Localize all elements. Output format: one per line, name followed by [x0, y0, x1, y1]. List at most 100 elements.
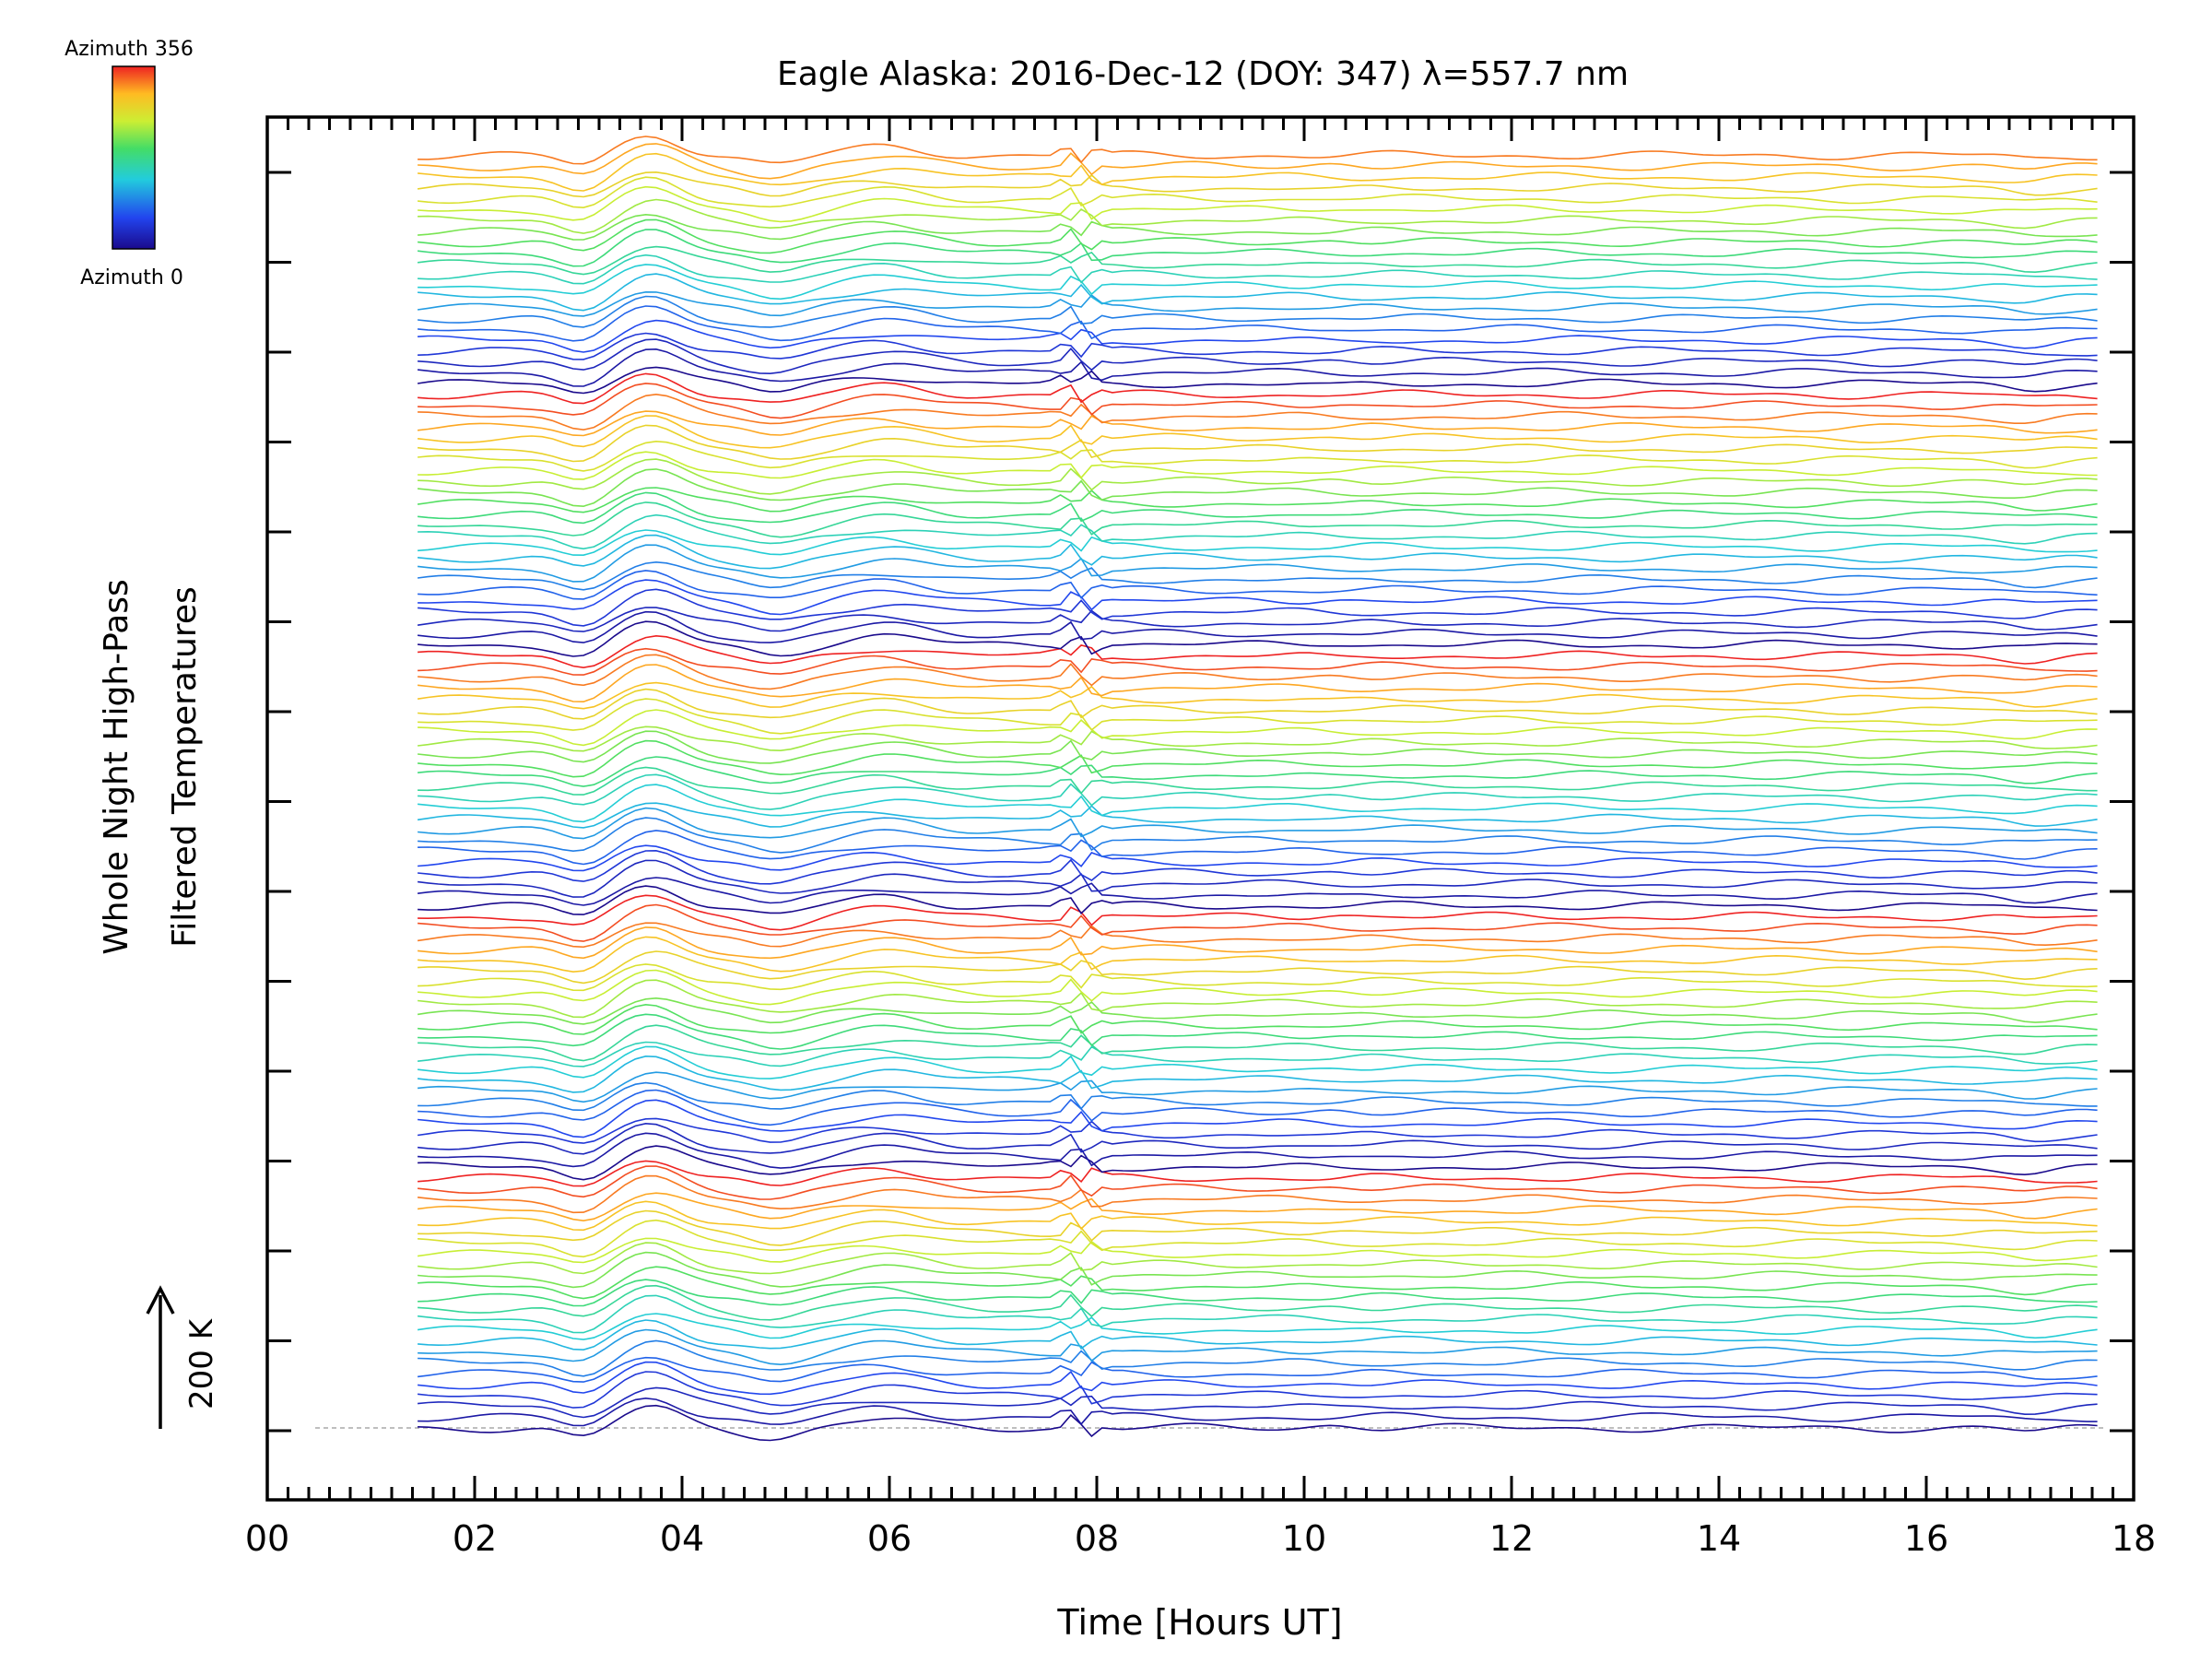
x-tick-label: 14 — [1697, 1518, 1741, 1559]
series-line — [418, 1071, 2098, 1103]
series-line — [417, 802, 2098, 829]
series-line — [418, 1081, 2098, 1112]
series-line — [418, 468, 2098, 508]
series-line — [418, 198, 2098, 234]
series-line — [418, 295, 2098, 328]
series-line — [418, 885, 2098, 915]
series-line — [417, 997, 2098, 1025]
series-line — [418, 654, 2098, 690]
series-line — [418, 415, 2098, 449]
series-line — [418, 963, 2098, 992]
series-line — [418, 513, 2098, 550]
series-line — [418, 1404, 2098, 1442]
series-line — [418, 969, 2098, 1006]
series-line — [418, 634, 2098, 669]
x-tick-label: 18 — [2112, 1518, 2156, 1559]
series-line — [418, 1165, 2098, 1200]
series-line — [418, 664, 2098, 703]
series-line — [417, 1117, 2098, 1144]
series-line — [418, 844, 2098, 872]
colorbar — [112, 65, 156, 250]
series-line — [418, 1339, 2098, 1377]
series-line — [418, 213, 2098, 241]
scale-label: 200 K — [183, 1317, 220, 1409]
series-line — [418, 152, 2098, 192]
series-line — [418, 588, 2098, 627]
series-line — [418, 176, 2098, 209]
series-line — [418, 338, 2098, 375]
series-line — [417, 607, 2098, 632]
colorbar-bottom-label: Azimuth 0 — [80, 266, 183, 289]
series-line — [418, 1386, 2098, 1419]
series-line — [418, 1284, 2098, 1321]
x-tick-label: 16 — [1904, 1518, 1948, 1559]
series-line — [418, 136, 2098, 165]
series-line — [418, 254, 2098, 285]
series-line — [418, 709, 2098, 747]
series-line — [418, 264, 2098, 301]
series-line — [418, 620, 2098, 657]
series-line — [418, 1122, 2098, 1155]
series-line — [418, 1160, 2098, 1187]
series-line — [418, 647, 2098, 676]
series-line — [418, 1055, 2098, 1093]
series-line — [417, 290, 2098, 317]
series-line — [418, 807, 2098, 840]
series-line — [418, 859, 2098, 898]
series-line — [418, 544, 2098, 583]
series-line — [418, 1219, 2098, 1258]
series-line — [418, 1174, 2098, 1214]
series-line — [418, 979, 2098, 1019]
axis-ticks — [265, 117, 2136, 1500]
series-line — [418, 570, 2098, 600]
series-line — [418, 372, 2098, 405]
series-line — [418, 1279, 2098, 1307]
series-line — [418, 936, 2098, 973]
series-line — [418, 830, 2098, 866]
scale-arrow-head — [146, 1285, 175, 1315]
series-line — [418, 501, 2098, 538]
y-axis-label-line1: Whole Night High-Pass — [98, 579, 135, 955]
x-tick-label: 04 — [660, 1518, 704, 1559]
series-line — [418, 1328, 2098, 1366]
series-line — [418, 424, 2098, 463]
series-line — [418, 229, 2098, 267]
series-line — [418, 784, 2098, 823]
series-line — [418, 1024, 2098, 1062]
series-line — [418, 926, 2098, 960]
x-tick-label: 10 — [1282, 1518, 1326, 1559]
y-axis-label-line2: Filtered Temperatures — [166, 586, 204, 948]
series-line — [417, 922, 2098, 949]
series-line — [418, 451, 2098, 480]
series-line — [418, 950, 2098, 985]
series-line — [418, 1371, 2098, 1409]
series-line — [418, 348, 2098, 387]
x-tick-label: 08 — [1075, 1518, 1119, 1559]
series-line — [417, 487, 2098, 513]
series-line — [418, 766, 2098, 796]
series-line — [418, 1251, 2098, 1289]
x-axis-label: Time [Hours UT] — [1056, 1602, 1342, 1643]
series-line — [417, 1237, 2098, 1264]
series-line — [418, 560, 2098, 591]
series-line — [418, 1145, 2098, 1181]
series-line — [418, 579, 2098, 616]
x-tick-label: 00 — [245, 1518, 289, 1559]
series-line — [418, 1132, 2098, 1169]
series-line — [418, 245, 2098, 276]
series-line — [418, 143, 2098, 180]
series-line — [418, 1356, 2098, 1383]
series-line — [418, 1192, 2098, 1222]
series-line — [418, 440, 2098, 472]
series-line — [418, 1361, 2098, 1396]
series-line — [418, 529, 2098, 557]
series-line — [418, 1397, 2098, 1427]
series-line — [418, 739, 2098, 778]
series-line — [418, 773, 2098, 810]
series-line — [418, 383, 2098, 419]
series-line — [418, 730, 2098, 764]
series-line — [418, 410, 2098, 437]
series-line — [418, 1266, 2098, 1300]
series-line — [418, 698, 2098, 735]
